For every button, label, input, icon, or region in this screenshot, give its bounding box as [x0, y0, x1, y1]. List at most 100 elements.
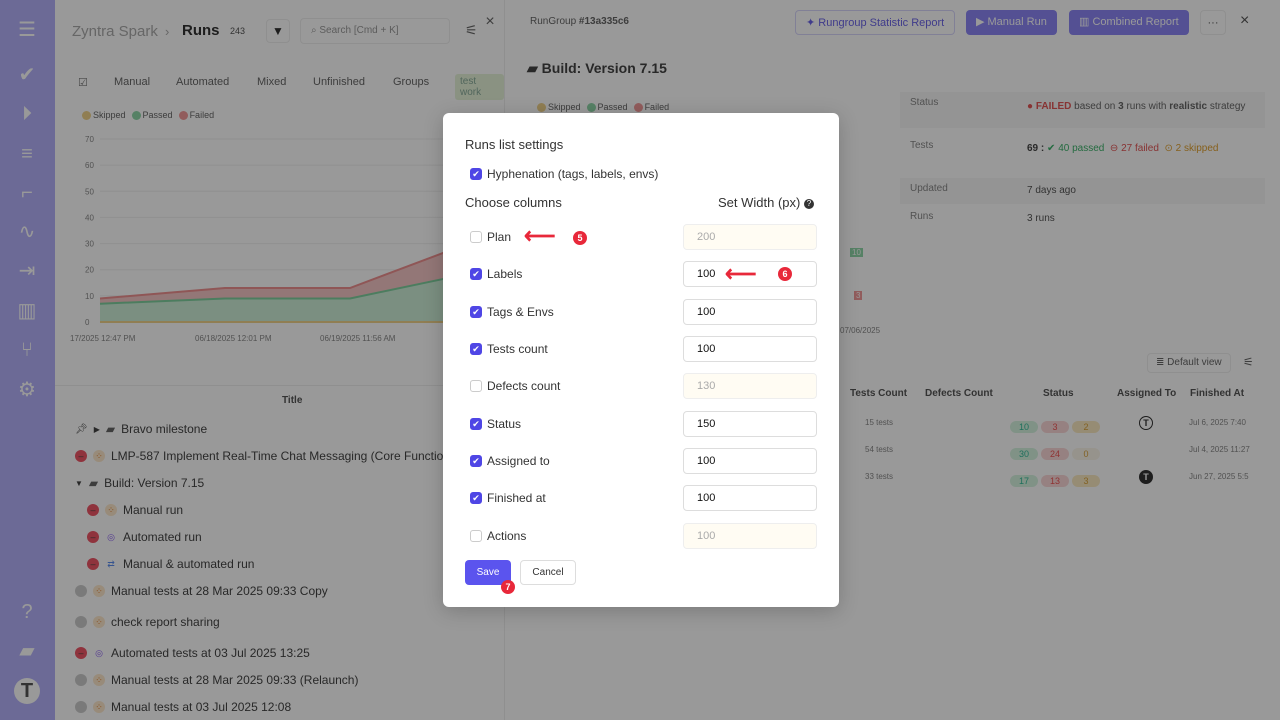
column-width-input[interactable]: [683, 261, 817, 287]
run-row[interactable]: – ◎ Automated tests at 03 Jul 2025 13:25: [75, 646, 310, 660]
run-row[interactable]: 📌︎ ▶ ▰ Bravo milestone: [75, 422, 207, 436]
column-width-input[interactable]: [683, 224, 817, 250]
stairs-icon[interactable]: ⌐: [21, 182, 33, 204]
sidebar: ☰ ✔ ⏵ ≡ ⌐ ∿ ⇥ ▥ ⑂ ⚙ ? ▰ T: [0, 0, 55, 720]
run-row[interactable]: – ⁘ Manual run: [87, 503, 183, 517]
folder-icon[interactable]: ▰: [19, 640, 35, 662]
column-finished-at[interactable]: Finished At: [1190, 388, 1245, 399]
column-width-input[interactable]: [683, 485, 817, 511]
manual-run-icon: ⁘: [93, 585, 105, 597]
bar-chart-icon: ▥: [1079, 16, 1093, 28]
run-row[interactable]: ⁘ check report sharing: [75, 615, 220, 629]
line-failed: [99, 240, 476, 300]
folder-icon: ▰: [527, 60, 542, 76]
close-icon[interactable]: ×: [485, 13, 495, 30]
column-checkbox[interactable]: ✔: [470, 455, 482, 467]
cancel-button[interactable]: Cancel: [520, 560, 576, 585]
column-assigned-to[interactable]: Assigned To: [1117, 388, 1177, 399]
hyphenation-checkbox[interactable]: ✔: [470, 168, 482, 180]
project-name[interactable]: Zyntra Spark: [72, 23, 158, 40]
column-label: Labels: [487, 267, 523, 281]
finished-at-cell: Jul 6, 2025 7:40: [1189, 418, 1246, 427]
column-checkbox[interactable]: ✔: [470, 492, 482, 504]
failed-status-icon: –: [87, 504, 99, 516]
help-icon[interactable]: ?: [803, 198, 814, 209]
rungroup-title: ▰ Build: Version 7.15: [527, 60, 667, 76]
run-title: Automated tests at 03 Jul 2025 13:25: [111, 646, 310, 660]
list-check-icon[interactable]: ≡: [21, 143, 33, 165]
tab-test-work[interactable]: test work: [455, 74, 504, 100]
column-width-input[interactable]: [683, 523, 817, 549]
rungroup-id: RunGroup #13a335c6: [530, 16, 629, 27]
column-checkbox[interactable]: [470, 380, 482, 392]
run-row[interactable]: – ⁘ LMP-587 Implement Real-Time Chat Messa…: [75, 449, 457, 463]
column-checkbox[interactable]: ✔: [470, 418, 482, 430]
column-defects-count[interactable]: Defects Count: [925, 388, 993, 399]
menu-icon[interactable]: ☰: [18, 19, 36, 41]
tab-groups[interactable]: Groups: [393, 76, 430, 88]
more-button[interactable]: ···: [1200, 10, 1226, 35]
close-icon[interactable]: ×: [1240, 12, 1250, 29]
y-tick-label: 0: [85, 318, 90, 327]
view-settings-icon[interactable]: ⚟: [1243, 355, 1254, 369]
tab-unfinished[interactable]: Unfinished: [313, 76, 365, 88]
chart-label-passed: 10: [850, 248, 863, 257]
tests-count-cell: 15 tests: [865, 418, 894, 427]
tab-manual[interactable]: Manual: [114, 76, 151, 88]
x-tick-label: 06/19/2025 11:56 AM: [320, 334, 396, 343]
column-width-input[interactable]: [683, 299, 817, 325]
run-row[interactable]: ⁘ Manual tests at 28 Mar 2025 09:33 (Rela…: [75, 673, 358, 687]
run-row[interactable]: ⁘ Manual tests at 28 Mar 2025 09:33 Copy: [75, 584, 328, 598]
run-title: check report sharing: [111, 615, 220, 629]
help-icon[interactable]: ?: [21, 601, 33, 623]
default-view-button[interactable]: ≣ Default view: [1147, 353, 1231, 373]
run-row[interactable]: – ◎ Automated run: [87, 530, 202, 544]
legend-skipped: Skipped: [82, 110, 126, 121]
search-input[interactable]: ⌕ Search [Cmd + K]: [300, 18, 450, 44]
annotation-arrow-6: ⟵: [725, 261, 757, 286]
column-width-input[interactable]: [683, 373, 817, 399]
column-checkbox[interactable]: [470, 231, 482, 243]
column-checkbox[interactable]: ✔: [470, 343, 482, 355]
legend-failed: Failed: [178, 110, 214, 121]
column-width-input[interactable]: [683, 411, 817, 437]
search-placeholder: Search [Cmd + K]: [319, 25, 399, 36]
column-checkbox[interactable]: [470, 530, 482, 542]
tab-mixed[interactable]: Mixed: [257, 76, 287, 88]
tests-count-cell: 33 tests: [865, 472, 894, 481]
column-status[interactable]: Status: [1043, 388, 1074, 399]
tests-value: 69 : ✔ 40 passed ⊖ 27 failed ⊙ 2 skipped: [1027, 143, 1219, 154]
settings-sliders-icon[interactable]: ⚟: [465, 22, 478, 38]
filter-button[interactable]: ▼: [266, 19, 290, 43]
y-tick-label: 30: [85, 240, 94, 249]
chart-label-failed: 3: [854, 291, 863, 300]
avatar[interactable]: T: [14, 678, 40, 704]
assignee-avatar[interactable]: T: [1139, 470, 1153, 484]
branch-icon[interactable]: ⑂: [21, 339, 33, 361]
x-tick-label: 06/18/2025 12:01 PM: [195, 334, 272, 343]
column-width-input[interactable]: [683, 336, 817, 362]
run-row[interactable]: ⁘ Manual tests at 03 Jul 2025 12:08: [75, 700, 291, 714]
checklist-icon[interactable]: ☑: [78, 77, 88, 89]
manual-run-button[interactable]: ▶ Manual Run: [966, 10, 1057, 35]
run-row[interactable]: – ⇄ Manual & automated run: [87, 557, 254, 571]
import-icon[interactable]: ⇥: [18, 260, 36, 282]
column-width-input[interactable]: [683, 448, 817, 474]
tab-automated[interactable]: Automated: [176, 76, 230, 88]
pulse-icon[interactable]: ∿: [18, 221, 36, 243]
pending-status-icon: [75, 674, 87, 686]
gear-icon[interactable]: ⚙: [18, 379, 36, 401]
play-circle-icon[interactable]: ⏵: [22, 103, 32, 125]
status-label: Status: [910, 97, 939, 108]
combined-report-button[interactable]: ▥ Combined Report: [1069, 10, 1189, 35]
column-checkbox[interactable]: ✔: [470, 306, 482, 318]
column-checkbox[interactable]: ✔: [470, 268, 482, 280]
failed-status-icon: –: [87, 558, 99, 570]
check-icon[interactable]: ✔: [18, 64, 36, 86]
assignee-avatar[interactable]: T: [1139, 416, 1153, 430]
rungroup-statistic-report-button[interactable]: ✦ Rungroup Statistic Report: [795, 10, 956, 35]
run-row[interactable]: ▼ ▰ Build: Version 7.15: [75, 476, 204, 490]
column-tests-count[interactable]: Tests Count: [850, 388, 908, 399]
run-title: Build: Version 7.15: [104, 476, 205, 490]
bar-chart-icon[interactable]: ▥: [17, 300, 37, 322]
